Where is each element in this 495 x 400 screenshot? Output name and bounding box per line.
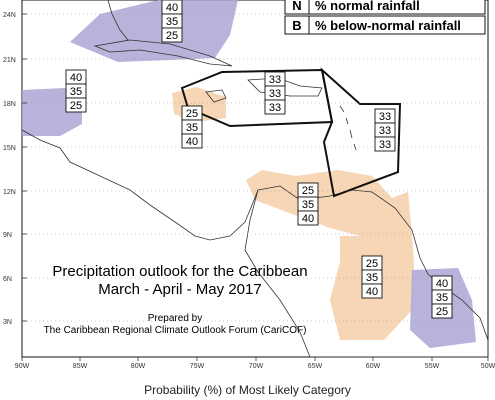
lat-tick-label: 15N (3, 145, 16, 152)
value-text: 33 (269, 102, 281, 114)
value-text: 40 (302, 213, 314, 225)
lat-tick-label: 12N (3, 189, 16, 196)
legend-label: % normal rainfall (315, 0, 420, 13)
region-value-box: 33 33 33 (264, 71, 286, 115)
lat-tick-label: 21N (3, 57, 16, 64)
value-text: 33 (379, 139, 391, 151)
zone-abc-below (246, 170, 412, 236)
lon-tick-label: 60W (366, 363, 381, 370)
region-value-box: 40 35 25 (65, 69, 87, 113)
value-text: 25 (166, 30, 178, 42)
axis-ticks: 90W 85W 80W 75W 70W 65W 60W 55W 50W 24N 21N 18N 15N 1… (3, 12, 495, 370)
value-text: 35 (366, 272, 378, 284)
region-value-box: 25 35 40 (361, 255, 383, 299)
value-cell (65, 97, 87, 113)
value-cell (181, 133, 203, 149)
florida-coast (107, 0, 129, 41)
central-america-coast (21, 129, 259, 241)
legend-label-box (308, 0, 486, 15)
zone-bahamas-above (70, 0, 238, 62)
value-text: 40 (366, 286, 378, 298)
lon-tick-label: 50W (481, 363, 495, 370)
value-text: 33 (269, 74, 281, 86)
lesser-antilles-outline (320, 67, 402, 198)
lon-tick-label: 75W (190, 363, 205, 370)
region-value-box: 25 35 40 (181, 105, 203, 149)
value-cell (361, 283, 383, 299)
lon-tick-label: 70W (249, 363, 264, 370)
lon-tick-label: 80W (131, 363, 146, 370)
footer-caption: Probability (%) of Most Likely Category (144, 383, 351, 397)
lon-tick-label: 55W (425, 363, 440, 370)
legend-key: N (292, 0, 301, 13)
value-cell (374, 136, 396, 152)
caribbean-islands-coast (205, 77, 357, 151)
lon-tick-label: 65W (308, 363, 323, 370)
value-text: 40 (166, 2, 178, 14)
lat-tick-label: 6N (3, 276, 12, 283)
cuba-coast (93, 39, 233, 67)
prepared-by-org: The Caribbean Regional Climate Outlook F… (44, 325, 307, 336)
value-text: 25 (366, 258, 378, 270)
lon-tick-label: 90W (15, 363, 30, 370)
value-text: 35 (70, 86, 82, 98)
value-cell (297, 210, 319, 226)
lat-tick-label: 24N (3, 12, 16, 19)
lat-tick-label: 3N (3, 319, 12, 326)
lat-tick-label: 18N (3, 101, 16, 108)
map-subtitle: March - April - May 2017 (98, 281, 261, 298)
prepared-by-label: Prepared by (148, 313, 202, 324)
value-text: 33 (379, 125, 391, 137)
value-text: 35 (302, 199, 314, 211)
value-cell (431, 303, 453, 319)
value-text: 40 (436, 278, 448, 290)
legend-key: B (292, 18, 301, 33)
value-text: 40 (186, 136, 198, 148)
map-title: Precipitation outlook for the Caribbean (52, 263, 307, 280)
legend-label: % below-normal rainfall (315, 18, 461, 33)
value-text: 25 (70, 100, 82, 112)
region-value-box: 33 33 33 (374, 108, 396, 152)
region-value-box: 40 35 25 (431, 275, 453, 319)
value-text: 33 (269, 88, 281, 100)
value-cell (161, 27, 183, 43)
value-cell (264, 99, 286, 115)
value-boxes: 40 35 25 40 35 25 25 35 40 33 33 33 33 33 33 25 35 40 25 35… (65, 0, 453, 319)
value-text: 25 (186, 108, 198, 120)
forecast-zones (22, 0, 476, 348)
value-text: 25 (302, 185, 314, 197)
region-value-box: 25 35 40 (297, 182, 319, 226)
value-text: 35 (436, 292, 448, 304)
lon-tick-label: 85W (73, 363, 88, 370)
value-text: 25 (436, 306, 448, 318)
region-value-box: 40 35 25 (161, 0, 183, 43)
value-text: 40 (70, 72, 82, 84)
value-text: 35 (186, 122, 198, 134)
value-text: 33 (379, 111, 391, 123)
map-title-block: Precipitation outlook for the Caribbean … (44, 263, 308, 336)
value-text: 35 (166, 16, 178, 28)
legend: N % normal rainfall B % below-normal rainfa… (284, 0, 486, 35)
lat-tick-label: 9N (3, 232, 12, 239)
legend-label-box (308, 15, 486, 35)
